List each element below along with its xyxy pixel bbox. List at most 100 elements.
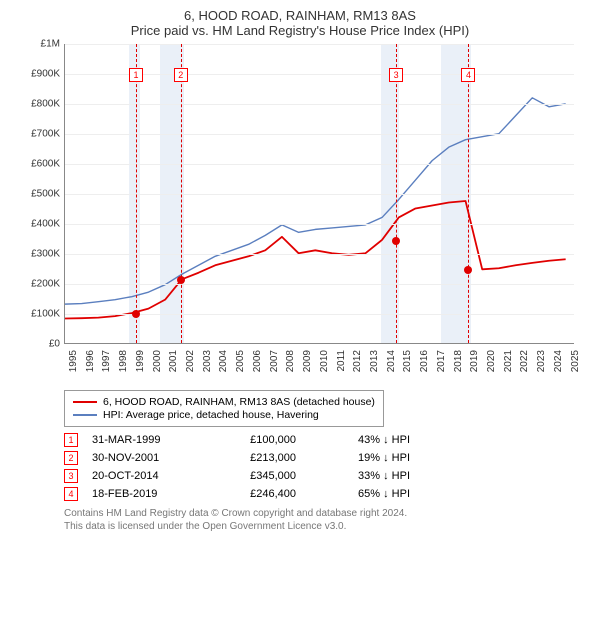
gridline [65,164,574,165]
event-date: 18-FEB-2019 [92,488,202,500]
event-point [392,237,400,245]
x-tick-label: 1996 [85,350,96,372]
title-line-2: Price paid vs. HM Land Registry's House … [10,23,590,38]
event-price: £100,000 [216,434,296,446]
event-vline [136,44,137,343]
y-tick-label: £200K [20,279,60,290]
x-tick-label: 1998 [118,350,129,372]
footer-line-1: Contains HM Land Registry data © Crown c… [64,507,570,520]
event-vline [396,44,397,343]
x-tick-label: 2015 [402,350,413,372]
x-tick-label: 2021 [503,350,514,372]
y-tick-label: £1M [20,39,60,50]
plot: 1 2 3 4 [64,44,574,344]
event-vline [181,44,182,343]
event-marker-box: 3 [389,68,403,82]
footer-line-2: This data is licensed under the Open Gov… [64,520,570,533]
event-date: 30-NOV-2001 [92,452,202,464]
event-point [464,266,472,274]
event-row: 2 30-NOV-2001 £213,000 19% ↓ HPI [64,451,570,465]
x-tick-label: 2002 [185,350,196,372]
event-pct: 65% ↓ HPI [310,488,410,500]
event-row: 3 20-OCT-2014 £345,000 33% ↓ HPI [64,469,570,483]
gridline [65,314,574,315]
y-tick-label: £600K [20,159,60,170]
x-tick-label: 2001 [168,350,179,372]
x-tick-label: 2010 [319,350,330,372]
event-date: 31-MAR-1999 [92,434,202,446]
y-axis: £0£100K£200K£300K£400K£500K£600K£700K£80… [20,44,62,344]
legend-label: HPI: Average price, detached house, Have… [103,409,319,421]
footer: Contains HM Land Registry data © Crown c… [64,507,570,533]
page-root: 6, HOOD ROAD, RAINHAM, RM13 8AS Price pa… [0,0,600,541]
legend-row: HPI: Average price, detached house, Have… [73,409,375,421]
x-tick-label: 2018 [453,350,464,372]
x-tick-label: 2008 [285,350,296,372]
x-axis: 1995 1996 1997 1998 1999 2000 2001 2002 2003 2004… [64,346,574,384]
x-tick-label: 2020 [486,350,497,372]
x-tick-label: 2000 [152,350,163,372]
legend-label: 6, HOOD ROAD, RAINHAM, RM13 8AS (detache… [103,396,375,408]
event-row: 1 31-MAR-1999 £100,000 43% ↓ HPI [64,433,570,447]
x-tick-label: 2011 [336,350,347,372]
x-tick-label: 2006 [252,350,263,372]
y-tick-label: £0 [20,339,60,350]
events-table: 1 31-MAR-1999 £100,000 43% ↓ HPI 2 30-NOV-200… [64,433,570,501]
event-marker-box: 2 [174,68,188,82]
legend: 6, HOOD ROAD, RAINHAM, RM13 8AS (detache… [64,390,384,427]
gridline [65,284,574,285]
legend-row: 6, HOOD ROAD, RAINHAM, RM13 8AS (detache… [73,396,375,408]
y-tick-label: £900K [20,69,60,80]
event-point [132,310,140,318]
y-tick-label: £700K [20,129,60,140]
x-tick-label: 2023 [536,350,547,372]
event-date: 20-OCT-2014 [92,470,202,482]
legend-swatch [73,401,97,403]
gridline [65,254,574,255]
x-tick-label: 2017 [436,350,447,372]
gridline [65,104,574,105]
event-row: 4 18-FEB-2019 £246,400 65% ↓ HPI [64,487,570,501]
x-tick-label: 1999 [135,350,146,372]
x-tick-label: 2009 [302,350,313,372]
event-pct: 43% ↓ HPI [310,434,410,446]
gridline [65,134,574,135]
event-vline [468,44,469,343]
event-marker-box: 4 [461,68,475,82]
x-tick-label: 2012 [352,350,363,372]
event-price: £246,400 [216,488,296,500]
event-pct: 33% ↓ HPI [310,470,410,482]
event-point [177,276,185,284]
y-tick-label: £400K [20,219,60,230]
x-tick-label: 2003 [202,350,213,372]
event-price: £345,000 [216,470,296,482]
x-tick-label: 2007 [269,350,280,372]
x-tick-label: 2004 [218,350,229,372]
event-number-box: 1 [64,433,78,447]
x-tick-label: 2019 [469,350,480,372]
title-line-1: 6, HOOD ROAD, RAINHAM, RM13 8AS [10,8,590,23]
series-hpi [65,98,566,304]
x-tick-label: 1997 [101,350,112,372]
x-tick-label: 2024 [553,350,564,372]
y-tick-label: £800K [20,99,60,110]
event-pct: 19% ↓ HPI [310,452,410,464]
event-marker-box: 1 [129,68,143,82]
legend-swatch [73,414,97,416]
x-tick-label: 2022 [519,350,530,372]
y-tick-label: £300K [20,249,60,260]
chart-area: £0£100K£200K£300K£400K£500K£600K£700K£80… [20,44,580,384]
gridline [65,44,574,45]
event-number-box: 4 [64,487,78,501]
y-tick-label: £500K [20,189,60,200]
event-number-box: 2 [64,451,78,465]
x-tick-label: 2013 [369,350,380,372]
x-tick-label: 2025 [570,350,581,372]
x-tick-label: 2016 [419,350,430,372]
event-price: £213,000 [216,452,296,464]
x-tick-label: 1995 [68,350,79,372]
gridline [65,194,574,195]
gridline [65,224,574,225]
event-number-box: 3 [64,469,78,483]
x-tick-label: 2014 [386,350,397,372]
